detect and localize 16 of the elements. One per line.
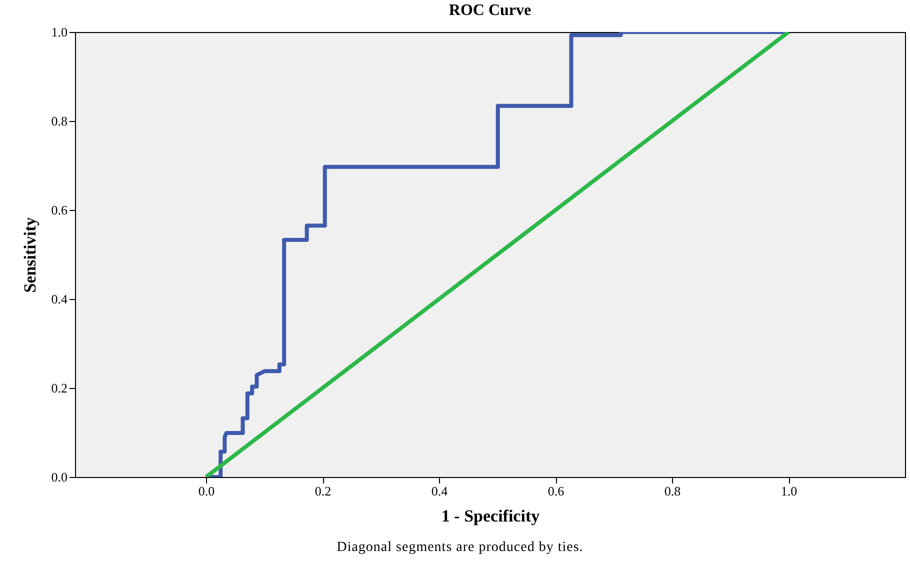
y-tick-label: 0.2 — [51, 380, 68, 396]
x-tick-label: 0.2 — [314, 484, 332, 498]
x-tick-label: 0.0 — [198, 484, 215, 498]
x-tick-label: 0.8 — [664, 484, 681, 498]
y-tick-label: 0.6 — [51, 202, 68, 218]
x-tick-label: 1.0 — [780, 484, 798, 498]
y-tick-label: 0.4 — [51, 292, 68, 306]
x-axis-title: 1 - Specificity — [441, 506, 540, 526]
y-tick-label: 0.8 — [51, 114, 68, 128]
chart-title: ROC Curve — [448, 2, 532, 19]
x-tick-label: 0.4 — [431, 484, 448, 498]
x-tick-label: 0.6 — [548, 484, 565, 498]
y-tick-label: 0.0 — [51, 470, 68, 484]
y-axis-title: Sensitivity — [20, 216, 40, 293]
y-tick-label: 1.0 — [51, 24, 68, 40]
text: Diagonal segments are produced by ties. — [336, 540, 584, 556]
